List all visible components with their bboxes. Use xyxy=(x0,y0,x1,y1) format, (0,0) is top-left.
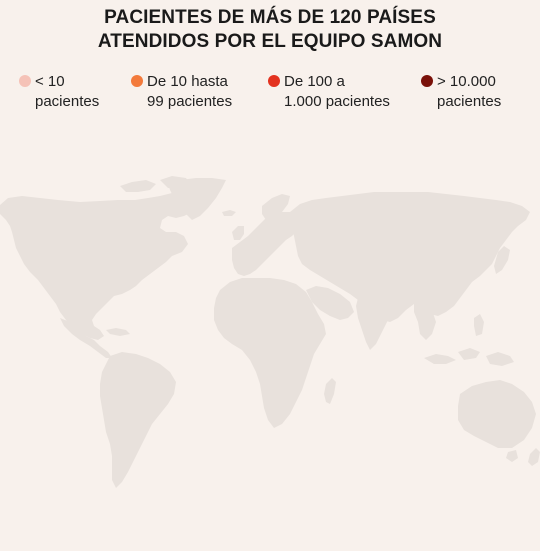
map-indochina xyxy=(414,302,436,340)
map-iceland xyxy=(222,210,236,216)
map-title: PACIENTES DE MÁS DE 120 PAÍSES ATENDIDOS… xyxy=(0,6,540,54)
map-british-isles xyxy=(232,226,244,240)
map-indonesia-2 xyxy=(458,348,480,360)
legend-label-gt-10000: > 10.000 pacientes xyxy=(437,73,502,110)
legend-swatch-10-99 xyxy=(131,75,143,87)
map-new-guinea xyxy=(486,352,514,366)
map-caribbean xyxy=(106,328,130,336)
legend-label-100-1000: De 100 a 1.000 pacientes xyxy=(284,73,390,110)
map-japan xyxy=(494,246,510,274)
legend-swatch-gt-10000 xyxy=(421,75,433,87)
map-africa xyxy=(214,278,326,428)
map-asia xyxy=(290,192,530,322)
map-north-america xyxy=(0,186,222,340)
map-arabia xyxy=(306,286,354,320)
map-south-america xyxy=(100,352,176,488)
legend-swatch-lt-10 xyxy=(19,75,31,87)
map-title-line-1: PACIENTES DE MÁS DE 120 PAÍSES xyxy=(104,7,436,28)
map-greenland xyxy=(168,178,226,220)
map-philippines xyxy=(474,314,484,336)
map-title-line-2: ATENDIDOS POR EL EQUIPO SAMON xyxy=(97,31,443,52)
map-indonesia xyxy=(424,354,456,364)
map-australia xyxy=(458,380,536,448)
legend-label-lt-10: < 10 pacientes xyxy=(35,73,100,110)
map-new-zealand xyxy=(528,448,540,466)
map-tasmania xyxy=(506,450,518,462)
map-scandinavia xyxy=(262,194,290,220)
legend-label-10-99: De 10 hasta 99 pacientes xyxy=(147,73,233,110)
legend-swatch-100-1000 xyxy=(268,75,280,87)
world-map xyxy=(0,176,540,488)
map-india xyxy=(356,296,390,350)
map-central-america xyxy=(60,318,112,358)
map-madagascar xyxy=(324,378,336,404)
map-arctic-islands xyxy=(120,180,156,192)
map-europe xyxy=(232,212,300,276)
